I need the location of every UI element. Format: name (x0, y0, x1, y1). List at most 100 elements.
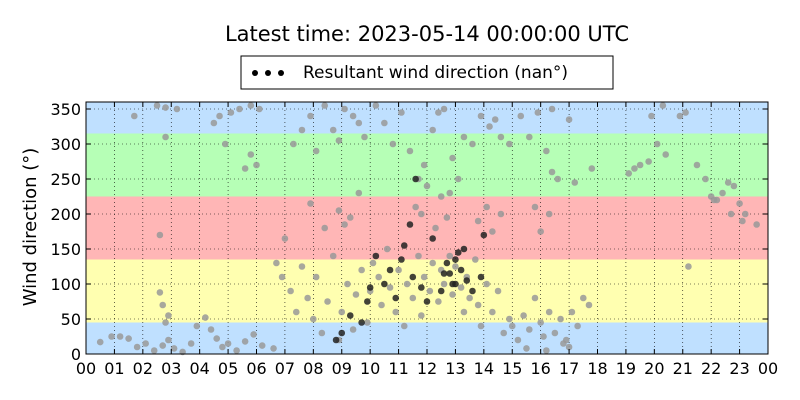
x-tick-label: 03 (161, 359, 181, 378)
data-point-s0 (452, 263, 459, 270)
data-point-s0 (96, 338, 104, 346)
data-point-s0 (162, 104, 169, 111)
data-point-s0 (554, 175, 562, 183)
data-point-s0 (349, 112, 357, 120)
data-point-s0 (662, 151, 669, 158)
data-point-s0 (727, 210, 735, 218)
legend-marker (252, 70, 258, 76)
data-point-s0 (321, 102, 329, 109)
data-point-s0 (500, 329, 508, 337)
legend-box (240, 55, 614, 90)
data-point-s0 (307, 200, 314, 207)
data-point-s0 (281, 235, 289, 242)
data-point-s0 (364, 319, 371, 326)
data-point-s0 (247, 102, 255, 109)
data-point-s0 (202, 314, 209, 321)
data-point-s0 (418, 210, 425, 218)
data-point-s0 (258, 342, 266, 349)
data-point-s0 (565, 116, 573, 123)
data-point-s0 (369, 259, 377, 267)
data-point-s1 (446, 270, 454, 277)
data-point-s0 (156, 231, 164, 239)
y-tick-label: 350 (50, 100, 81, 119)
data-point-s0 (210, 119, 218, 127)
data-point-s1 (398, 256, 405, 263)
data-point-s0 (545, 308, 553, 316)
data-point-s0 (159, 342, 167, 349)
y-tick-label: 200 (50, 205, 81, 224)
data-point-s0 (386, 284, 394, 291)
data-point-s1 (358, 319, 365, 326)
data-point-s0 (676, 112, 684, 120)
data-point-s0 (693, 161, 701, 169)
data-point-s0 (540, 333, 547, 340)
data-point-s0 (142, 340, 149, 347)
data-point-s0 (457, 284, 465, 291)
x-tick-label: 21 (673, 359, 693, 378)
data-point-s0 (358, 266, 365, 274)
data-point-s0 (329, 252, 337, 260)
data-point-s0 (520, 312, 527, 319)
data-point-s0 (531, 203, 539, 211)
x-tick-label: 16 (530, 359, 550, 378)
data-point-s0 (557, 315, 564, 323)
data-point-s0 (173, 105, 181, 113)
data-point-s1 (381, 280, 388, 288)
data-point-s0 (318, 329, 326, 337)
data-point-s0 (253, 161, 260, 169)
data-point-s0 (278, 273, 286, 281)
x-tick-label: 20 (644, 359, 664, 378)
data-point-s1 (452, 256, 459, 263)
data-point-s0 (429, 259, 436, 267)
data-point-s1 (480, 231, 488, 239)
data-point-s0 (508, 322, 516, 330)
data-point-s0 (568, 308, 576, 316)
data-point-s0 (304, 294, 311, 302)
chart-title: Latest time: 2023-05-14 00:00:00 UTC (225, 22, 629, 46)
data-point-s0 (349, 326, 357, 333)
x-tick-label: 18 (587, 359, 607, 378)
data-point-s0 (287, 287, 294, 295)
data-point-s0 (310, 315, 317, 323)
data-point-s1 (386, 266, 394, 274)
data-point-s0 (523, 345, 530, 352)
data-point-s0 (440, 280, 448, 288)
data-point-s0 (543, 347, 550, 354)
data-point-s0 (307, 112, 314, 120)
x-tick-label: 19 (616, 359, 636, 378)
data-point-s0 (344, 280, 351, 288)
data-point-s1 (429, 235, 436, 242)
data-point-s0 (466, 294, 473, 302)
data-point-s0 (741, 210, 749, 218)
data-point-s0 (753, 221, 760, 228)
data-point-s0 (329, 126, 337, 134)
data-point-s0 (543, 147, 550, 155)
data-point-s0 (335, 207, 343, 214)
data-point-s0 (443, 214, 451, 221)
data-point-s0 (372, 102, 380, 109)
data-point-s0 (429, 126, 436, 134)
y-tick-label: 150 (50, 240, 81, 259)
data-point-s0 (375, 273, 382, 281)
y-axis-label: Wind direction (°) (20, 148, 41, 307)
data-point-s0 (247, 151, 255, 158)
data-point-s0 (341, 105, 348, 113)
data-point-s0 (472, 256, 479, 263)
data-point-s0 (156, 289, 164, 296)
y-tick-label: 0 (71, 345, 81, 364)
data-point-s0 (483, 280, 490, 288)
data-point-s1 (454, 249, 462, 256)
data-point-s0 (241, 338, 249, 345)
data-point-s0 (346, 214, 354, 221)
data-point-s0 (403, 280, 411, 288)
data-point-s0 (150, 347, 158, 354)
data-point-s0 (648, 112, 655, 120)
data-point-s0 (193, 322, 201, 330)
x-tick-label: 15 (502, 359, 522, 378)
data-point-s0 (406, 147, 414, 155)
data-point-s0 (162, 319, 169, 326)
data-point-s0 (477, 322, 485, 330)
data-point-s0 (526, 133, 533, 141)
data-point-s1 (366, 284, 374, 291)
data-point-s0 (273, 259, 280, 267)
